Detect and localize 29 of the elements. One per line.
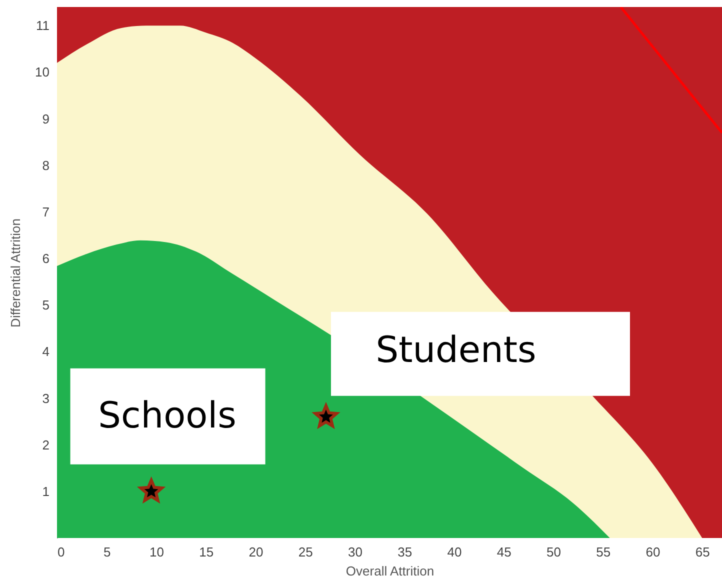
x-tick-label: 25: [298, 544, 313, 560]
y-axis-title: Differential Attrition: [8, 218, 24, 328]
y-tick-label: 10: [35, 64, 50, 80]
x-tick-label: 40: [447, 544, 462, 560]
x-tick-label: 10: [150, 544, 164, 560]
x-tick-label: 30: [348, 544, 362, 560]
x-tick-label: 55: [596, 544, 611, 560]
y-tick-label: 6: [42, 251, 50, 266]
x-tick-label: 45: [496, 544, 512, 560]
y-tick-label: 9: [42, 111, 50, 126]
x-axis-title: Overall Attrition: [346, 564, 434, 578]
y-tick-label: 1: [42, 484, 50, 499]
annotation: Students: [376, 330, 536, 371]
x-tick-label: 15: [199, 544, 214, 560]
y-tick-label: 2: [42, 437, 50, 452]
x-tick-label: 5: [104, 544, 111, 560]
annotation: Schools: [98, 395, 236, 436]
y-tick-label: 3: [42, 390, 50, 406]
y-tick-label: 4: [42, 344, 50, 360]
x-tick-label: 0: [58, 544, 65, 560]
y-tick-label: 5: [42, 298, 50, 313]
x-tick-label: 65: [695, 544, 710, 560]
x-tick-label: 20: [248, 544, 264, 560]
x-tick-label: 50: [546, 544, 562, 560]
y-tick-label: 8: [42, 158, 50, 173]
y-tick-label: 11: [36, 18, 50, 34]
x-tick-label: 35: [398, 544, 412, 560]
x-tick-label: 60: [646, 544, 660, 560]
y-tick-label: 7: [42, 204, 50, 220]
